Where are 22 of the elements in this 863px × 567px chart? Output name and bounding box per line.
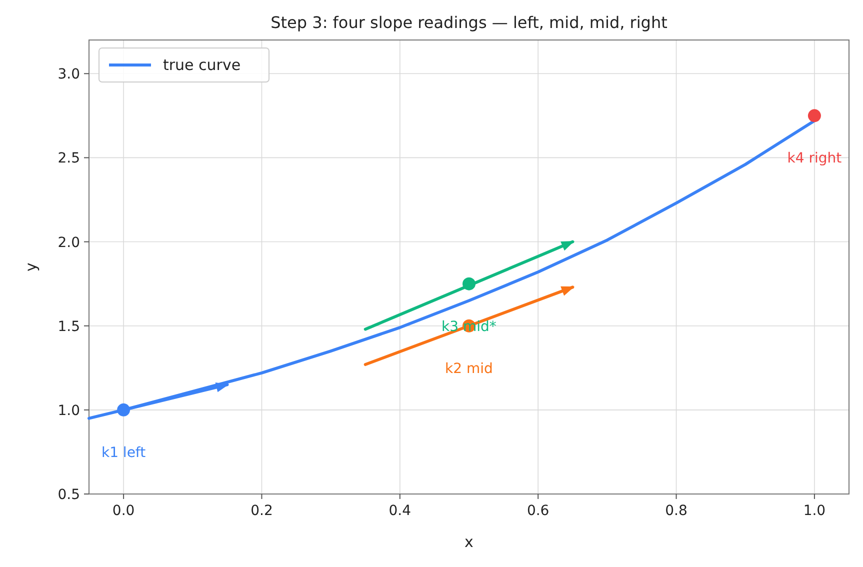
annotation: k4 right: [787, 150, 842, 167]
y-tick-label: 1.5: [58, 318, 80, 335]
x-tick-label: 1.0: [803, 503, 826, 519]
y-tick-label: 0.5: [58, 487, 80, 503]
y-tick-label: 3.0: [58, 66, 80, 83]
legend-label: true curve: [163, 56, 241, 74]
x-axis-title: x: [464, 533, 474, 551]
y-tick-label: 1.0: [58, 402, 80, 419]
x-tick-label: 0.8: [665, 503, 688, 519]
x-tick-label: 0.2: [250, 503, 273, 519]
point: [462, 277, 476, 290]
point: [808, 109, 821, 122]
point: [117, 403, 130, 416]
annotation: k1 left: [101, 444, 146, 461]
x-tick-label: 0.0: [112, 503, 135, 519]
x-tick-label: 0.6: [526, 503, 550, 519]
x-tick-label: 0.4: [388, 503, 412, 519]
chart-title: Step 3: four slope readings — left, mid, mid, right: [270, 13, 668, 32]
annotation: k2 mid: [445, 360, 493, 377]
y-tick-label: 2.5: [58, 150, 80, 167]
y-axis-title: y: [22, 262, 40, 272]
y-tick-label: 2.0: [58, 234, 80, 251]
